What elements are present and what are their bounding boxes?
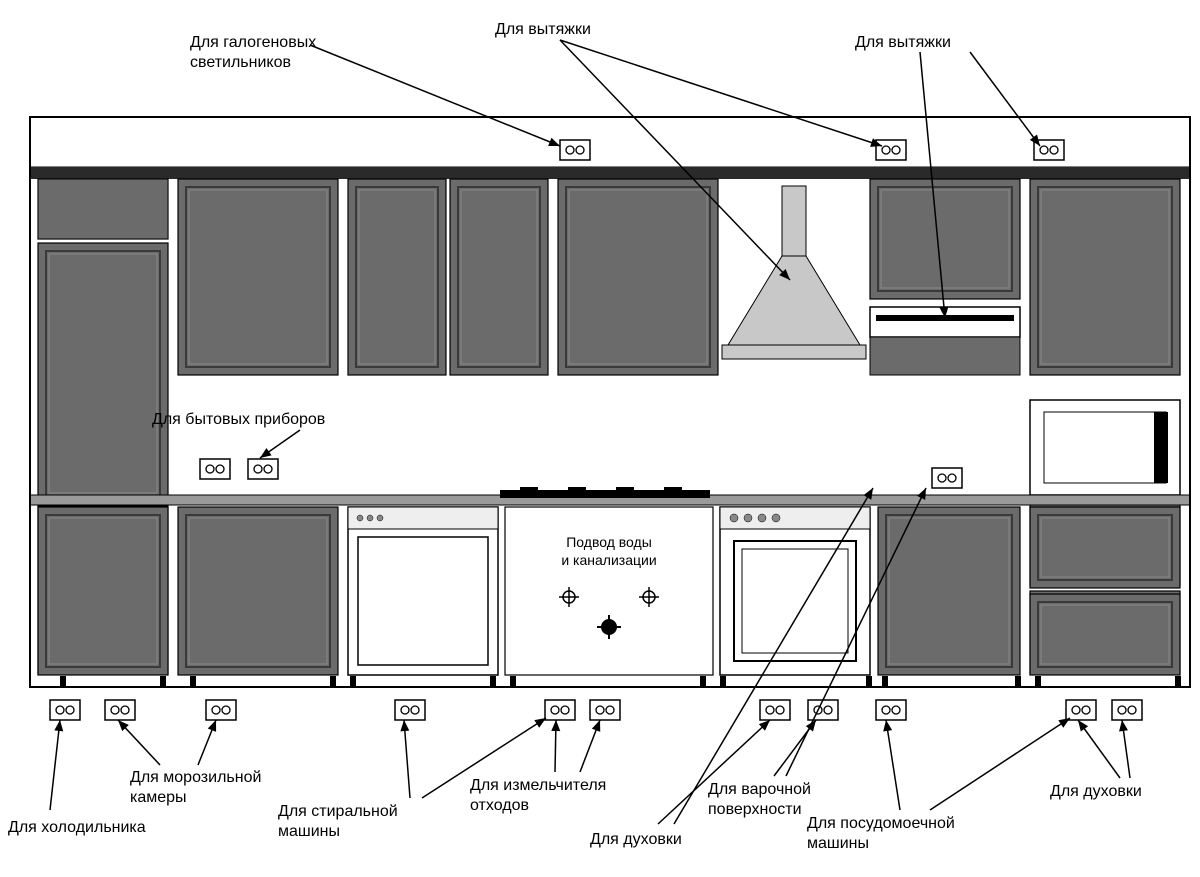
kitchen-outlet-diagram: Подвод воды и канализации Для галогеновых … (0, 0, 1200, 877)
label-l_halogen: Для галогеновых светильников (190, 33, 316, 73)
label-l_freezer: Для морозильной камеры (130, 768, 261, 808)
water-supply-text: и канализации (561, 552, 656, 568)
label-l_hood1: Для вытяжки (495, 20, 591, 40)
label-l_disposer: Для измельчителя отходов (470, 776, 606, 816)
label-l_appl: Для бытовых приборов (152, 410, 325, 430)
label-l_dishwash: Для посудомоечной машины (807, 814, 955, 854)
label-l_cooktop: Для варочной поверхности (708, 780, 811, 820)
label-l_oven2: Для духовки (1050, 782, 1142, 802)
label-l_fridge: Для холодильника (8, 818, 146, 838)
label-l_washer: Для стиральной машины (278, 802, 398, 842)
water-supply-text: Подвод воды (566, 534, 652, 550)
label-l_hood2: Для вытяжки (855, 33, 951, 53)
label-l_oven1: Для духовки (590, 830, 682, 850)
diagram-svg: Подвод воды и канализации (0, 0, 1200, 877)
